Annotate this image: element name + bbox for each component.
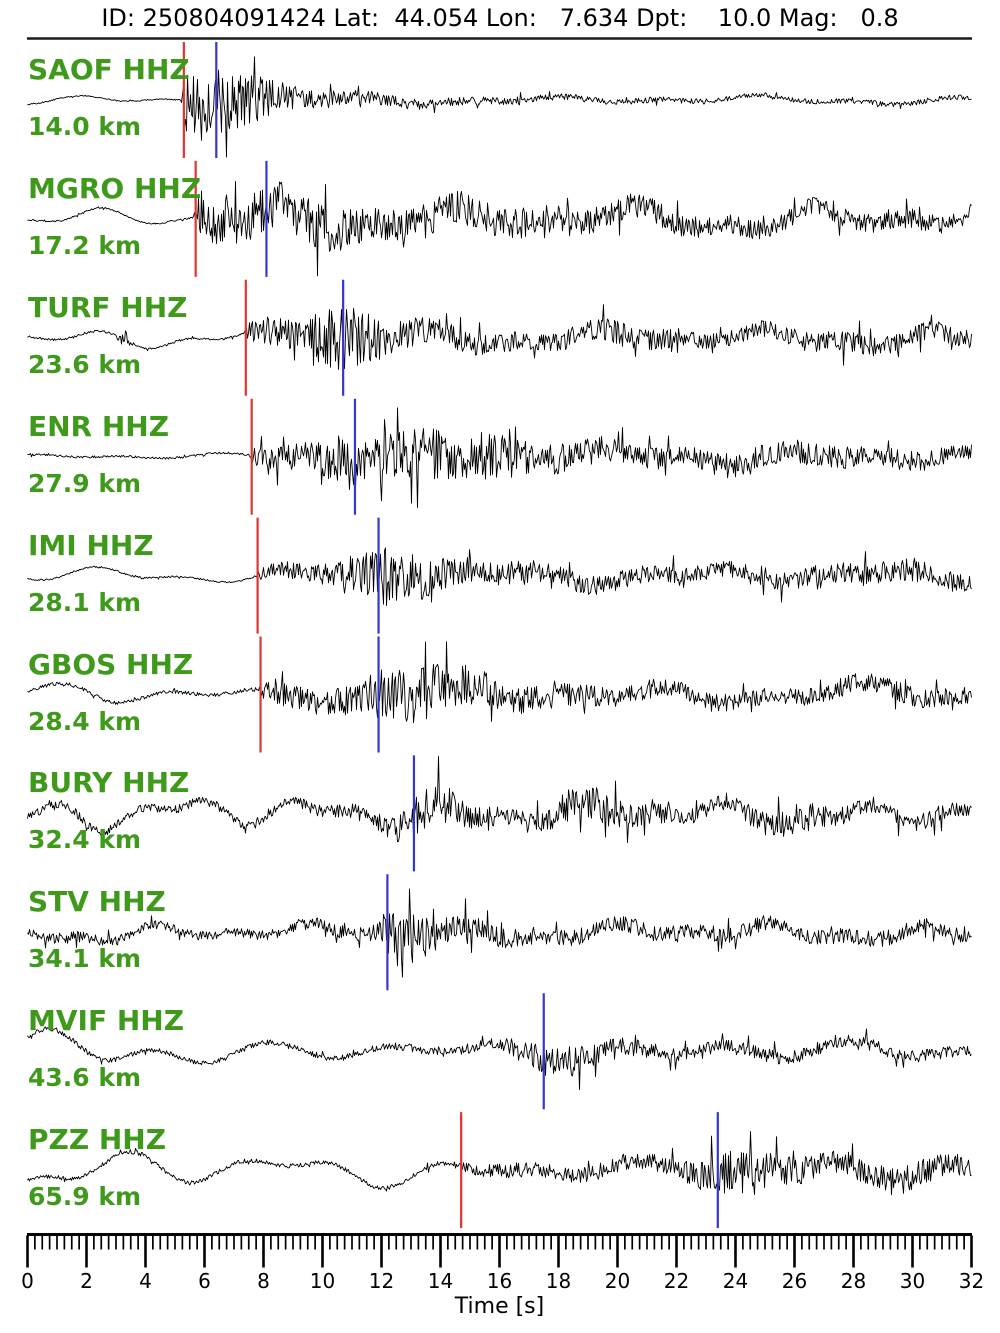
axis-tick-label: 0: [21, 1269, 34, 1293]
station-distance-label: 28.4 km: [28, 706, 142, 736]
axis-tick-label: 24: [722, 1269, 749, 1293]
axis-tick-label: 10: [309, 1269, 336, 1293]
axis-tick-label: 22: [663, 1269, 690, 1293]
station-name-label: TURF HHZ: [28, 290, 188, 324]
station-name-label: ENR HHZ: [28, 409, 170, 443]
trace-gbos: [27, 641, 972, 724]
station-name-label: GBOS HHZ: [28, 647, 194, 681]
axis-tick-label: 6: [198, 1269, 211, 1293]
trace-imi: [27, 547, 972, 607]
station-name-label: STV HHZ: [28, 885, 166, 919]
x-axis-label: Time [s]: [454, 1294, 545, 1319]
station-distance-label: 65.9 km: [28, 1182, 142, 1212]
station-name-label: MVIF HHZ: [28, 1004, 184, 1038]
trace-bury: [27, 755, 972, 844]
station-distance-label: 32.4 km: [28, 825, 142, 855]
station-distance-label: 17.2 km: [28, 230, 142, 260]
axis-tick-label: 12: [368, 1269, 395, 1293]
axis-tick-label: 4: [139, 1269, 152, 1293]
trace-mvif: [27, 1026, 972, 1090]
station-distance-label: 28.1 km: [28, 587, 142, 617]
station-distance-label: 27.9 km: [28, 468, 142, 498]
station-name-label: SAOF HHZ: [28, 53, 190, 86]
axis-tick-label: 14: [427, 1269, 454, 1293]
station-distance-label: 23.6 km: [28, 349, 142, 379]
axis-tick-label: 30: [899, 1269, 926, 1293]
axis-tick-label: 16: [486, 1269, 513, 1293]
axis-tick-label: 32: [958, 1269, 985, 1293]
station-name-label: MGRO HHZ: [28, 171, 202, 205]
station-name-label: BURY HHZ: [28, 766, 190, 800]
trace-pzz: [27, 1131, 972, 1196]
axis-tick-label: 18: [545, 1269, 572, 1293]
trace-stv: [27, 888, 972, 978]
station-distance-label: 34.1 km: [28, 944, 142, 974]
station-distance-label: 43.6 km: [28, 1063, 142, 1093]
axis-tick-label: 20: [604, 1269, 631, 1293]
axis-tick-label: 8: [257, 1269, 270, 1293]
trace-turf: [27, 304, 972, 370]
trace-mgro: [27, 180, 972, 277]
station-distance-label: 14.0 km: [28, 112, 142, 141]
station-name-label: IMI HHZ: [28, 528, 154, 562]
event-title: ID: 250804091424 Lat: 44.054 Lon: 7.634 …: [101, 4, 899, 32]
station-name-label: PZZ HHZ: [28, 1123, 167, 1157]
trace-enr: [27, 407, 972, 508]
axis-tick-label: 26: [781, 1269, 808, 1293]
axis-tick-label: 28: [840, 1269, 867, 1293]
axis-tick-label: 2: [80, 1269, 93, 1293]
